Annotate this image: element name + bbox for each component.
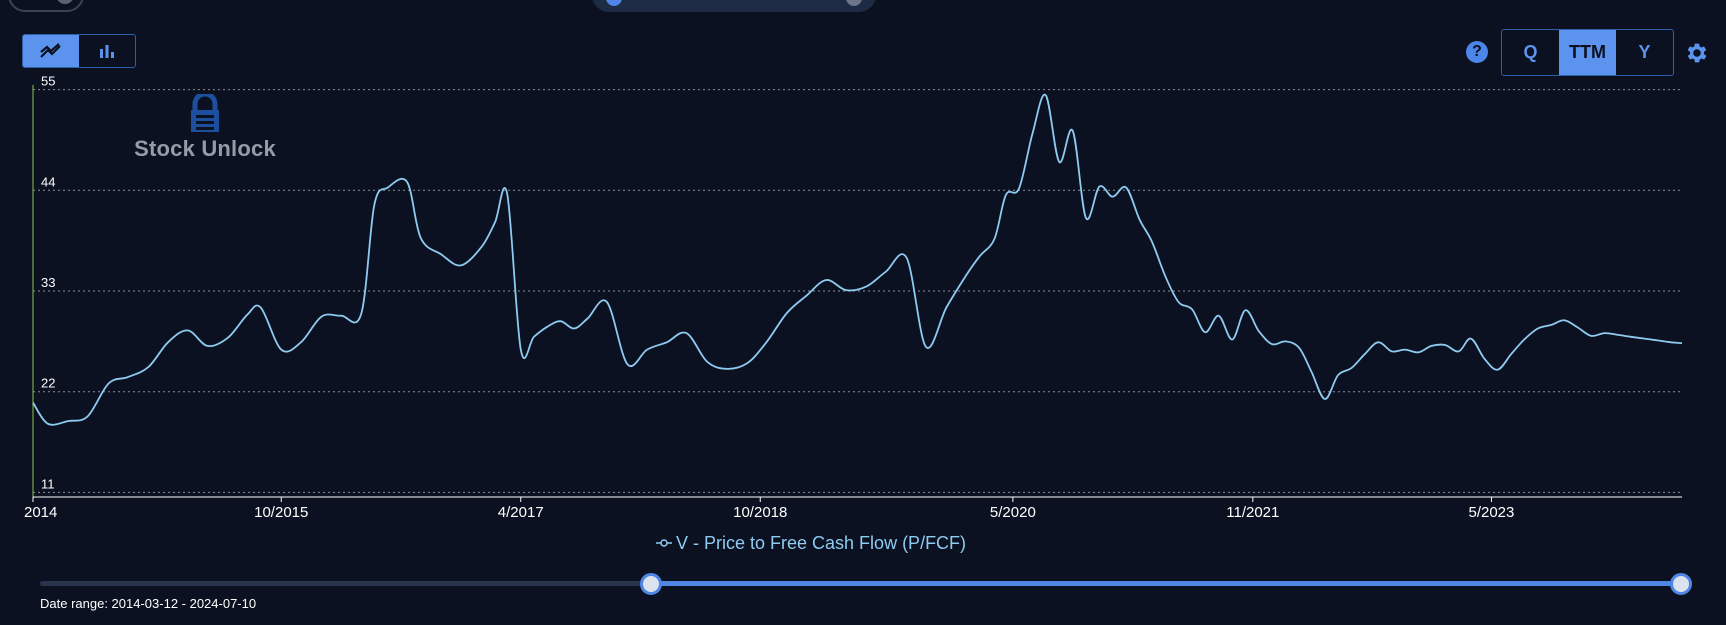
watermark-text: Stock Unlock: [134, 136, 276, 161]
stock-unlock-watermark: Stock Unlock: [130, 94, 280, 162]
period-ttm-button[interactable]: TTM: [1559, 30, 1616, 75]
x-tick-label: 4/2017: [498, 504, 544, 521]
line-marker-icon: [656, 539, 672, 547]
x-tick-label: 10/2018: [733, 504, 787, 521]
pill-dot-right: [846, 0, 862, 6]
top-pill-control[interactable]: [592, 0, 876, 12]
bar-chart-icon: [100, 45, 114, 58]
bar-chart-button[interactable]: [79, 35, 135, 67]
chart-legend[interactable]: V - Price to Free Cash Flow (P/FCF): [656, 531, 966, 555]
x-tick-label: 5/2023: [1468, 504, 1514, 521]
line-chart-button[interactable]: [23, 35, 79, 67]
date-range-start-handle[interactable]: [640, 573, 663, 595]
pill-dot-left: [606, 0, 622, 6]
date-range-selected: [651, 581, 1692, 586]
x-tick-label: 5/2020: [990, 504, 1036, 521]
y-tick-label: 22: [41, 376, 55, 391]
period-q-button[interactable]: Q: [1523, 42, 1538, 62]
help-icon[interactable]: ?: [1466, 41, 1488, 63]
x-tick-label: 2014: [24, 504, 57, 521]
series-line-pfcf: [32, 93, 1683, 426]
date-range-end-handle[interactable]: [1670, 573, 1692, 595]
line-chart-icon: [40, 43, 61, 58]
y-tick-label: 44: [41, 174, 55, 189]
legend-label: V - Price to Free Cash Flow (P/FCF): [676, 532, 967, 553]
chart-type-toggle: [22, 34, 136, 68]
toggle-knob: [56, 0, 74, 4]
period-y-button[interactable]: Y: [1638, 42, 1651, 62]
period-toggle: Q TTM Y: [1501, 29, 1674, 76]
y-tick-label: 11: [41, 476, 55, 491]
y-tick-label: 33: [41, 275, 55, 290]
date-range-label: Date range: 2014-03-12 - 2024-07-10: [40, 596, 257, 611]
y-tick-label: 55: [41, 74, 55, 89]
gear-icon[interactable]: [1684, 40, 1710, 66]
date-range-slider-track[interactable]: [40, 581, 1692, 586]
x-tick-label: 10/2015: [254, 504, 308, 521]
x-tick-label: 11/2021: [1226, 504, 1279, 521]
lock-logo-icon: [191, 94, 219, 132]
